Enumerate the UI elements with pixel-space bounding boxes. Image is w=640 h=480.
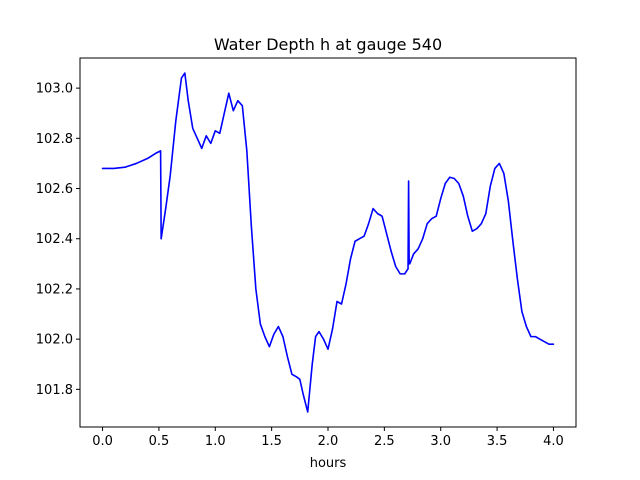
plot-area: [79, 57, 577, 428]
x-tick-label: 1.0: [205, 434, 226, 449]
x-tick-label: 0.0: [92, 434, 113, 449]
x-tick-label: 1.5: [261, 434, 282, 449]
y-tick-label: 103.0: [36, 82, 73, 97]
x-axis: 0.0 0.5 1.0 1.5 2.0 2.5 3.0 3.5 4.0: [92, 427, 564, 449]
x-tick-label: 3.0: [430, 434, 451, 449]
series-layer: [101, 72, 555, 413]
y-tick-label: 102.2: [36, 282, 73, 297]
y-tick-label: 101.8: [36, 383, 73, 398]
series-line: [101, 72, 555, 413]
y-axis: 101.8 102.0 102.2 102.4 102.6 102.8 103.0: [36, 82, 80, 398]
y-tick-label: 102.0: [36, 333, 73, 348]
x-tick-label: 2.0: [318, 434, 339, 449]
x-axis-label: hours: [310, 456, 347, 471]
x-tick-label: 0.5: [149, 434, 170, 449]
chart-title: Water Depth h at gauge 540: [214, 35, 442, 54]
x-tick-label: 3.5: [487, 434, 508, 449]
x-tick-label: 4.0: [543, 434, 564, 449]
y-tick-label: 102.8: [36, 132, 73, 147]
y-tick-label: 102.6: [36, 182, 73, 197]
x-tick-label: 2.5: [374, 434, 395, 449]
y-tick-label: 102.4: [36, 232, 73, 247]
